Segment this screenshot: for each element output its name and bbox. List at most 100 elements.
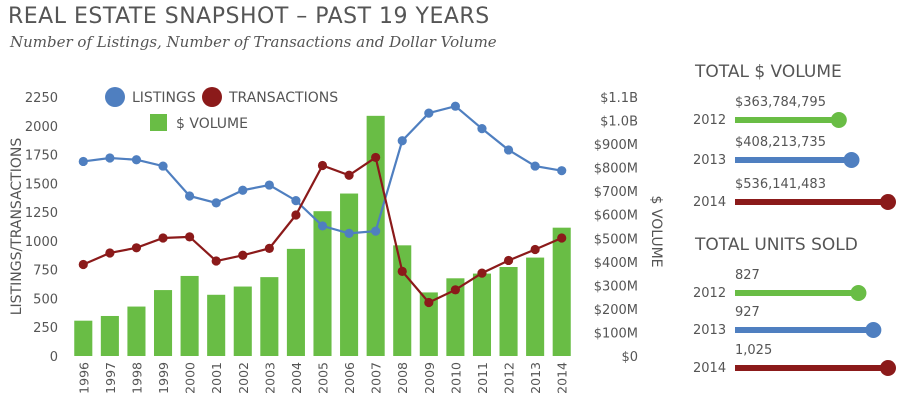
listings-point xyxy=(78,156,88,167)
left-tick-label: 1750 xyxy=(25,149,58,164)
transactions-point xyxy=(503,255,514,266)
left-tick-label: 250 xyxy=(33,321,58,336)
legend-volume-label: $ VOLUME xyxy=(176,116,248,132)
transactions-point xyxy=(78,259,88,270)
total-units-year-label: 2013 xyxy=(693,323,726,338)
transactions-point xyxy=(371,152,381,163)
total-units-title: TOTAL UNITS SOLD xyxy=(694,235,858,255)
right-tick-label: $500M xyxy=(594,232,638,247)
x-tick-label: 2006 xyxy=(342,362,357,394)
listings-point xyxy=(344,228,354,239)
listings-point xyxy=(397,136,407,146)
listings-point xyxy=(105,153,115,163)
transactions-point xyxy=(424,297,434,308)
legend-volume-marker xyxy=(150,114,167,131)
total-volume-bar-end xyxy=(880,194,896,210)
total-units-bar-end xyxy=(850,285,867,301)
right-tick-label: $800M xyxy=(594,162,638,177)
volume-bar xyxy=(393,245,412,356)
transactions-point xyxy=(131,243,142,253)
volume-bar xyxy=(552,227,571,356)
listings-point xyxy=(530,161,540,171)
volume-bar xyxy=(419,292,438,356)
total-volume-value-label: $408,213,735 xyxy=(735,135,826,150)
legend-transactions-label: TRANSACTIONS xyxy=(228,90,338,106)
total-volume-year-label: 2013 xyxy=(693,153,726,168)
x-tick-label: 2011 xyxy=(475,362,490,394)
left-tick-label: 1250 xyxy=(25,206,58,221)
x-tick-label: 2004 xyxy=(289,362,304,394)
volume-bar xyxy=(366,115,385,356)
volume-bar xyxy=(526,257,545,356)
right-tick-label: $700M xyxy=(594,185,638,200)
left-tick-label: 2000 xyxy=(25,120,58,135)
total-volume-bar xyxy=(735,157,852,163)
total-volume-bar xyxy=(735,117,839,123)
x-tick-label: 1999 xyxy=(156,362,171,394)
transactions-point xyxy=(557,233,567,243)
right-tick-label: $300M xyxy=(594,279,638,294)
total-units-value-label: 1,025 xyxy=(735,343,772,358)
x-tick-label: 2010 xyxy=(448,362,463,394)
x-tick-label: 2005 xyxy=(316,362,331,394)
x-tick-label: 2007 xyxy=(369,362,384,394)
right-tick-label: $1.0B xyxy=(600,115,638,130)
volume-bar xyxy=(313,211,332,356)
total-units-bar-end xyxy=(865,322,882,338)
listings-point xyxy=(557,166,567,176)
transactions-point xyxy=(291,210,301,220)
right-axis-title: $ VOLUME xyxy=(648,196,664,268)
x-tick-label: 1996 xyxy=(76,362,91,394)
volume-bar xyxy=(446,278,465,356)
transactions-point xyxy=(317,160,328,171)
right-tick-label: $600M xyxy=(594,209,638,224)
legend-listings-label: LISTINGS xyxy=(132,90,196,106)
total-units-year-label: 2012 xyxy=(693,286,726,301)
volume-bar xyxy=(472,273,492,356)
listings-point xyxy=(158,161,168,171)
right-tick-label: $0 xyxy=(621,350,638,365)
listings-point xyxy=(264,180,274,190)
total-volume-bar-end xyxy=(843,152,860,168)
listings-point xyxy=(477,124,487,134)
volume-bar xyxy=(100,315,119,356)
listings-point xyxy=(450,101,460,111)
x-tick-label: 2001 xyxy=(209,362,224,394)
transactions-point xyxy=(238,250,248,260)
left-tick-label: 2250 xyxy=(25,91,58,106)
left-tick-label: 0 xyxy=(50,350,58,365)
x-tick-label: 2008 xyxy=(395,362,410,394)
volume-bar xyxy=(233,286,252,356)
volume-bar xyxy=(207,294,226,356)
listings-point xyxy=(317,221,328,231)
x-tick-label: 2013 xyxy=(528,362,543,394)
volume-bar xyxy=(499,266,518,356)
transactions-point xyxy=(344,170,354,180)
listings-point xyxy=(291,196,301,206)
x-tick-label: 2012 xyxy=(502,362,517,394)
legend-transactions-marker xyxy=(202,87,222,107)
total-units-bar xyxy=(735,290,859,296)
total-units-bar-end xyxy=(880,360,896,376)
transactions-point xyxy=(158,233,168,243)
volume-bar xyxy=(286,248,305,356)
total-volume-title: TOTAL $ VOLUME xyxy=(694,62,842,82)
listings-point xyxy=(238,185,248,195)
legend-listings-marker xyxy=(105,87,125,107)
right-tick-label: $400M xyxy=(594,256,638,271)
transactions-point xyxy=(264,243,274,253)
right-tick-label: $1.1B xyxy=(600,91,638,106)
left-tick-label: 1500 xyxy=(25,177,58,192)
total-volume-value-label: $536,141,483 xyxy=(735,177,826,192)
x-tick-label: 2002 xyxy=(236,362,251,394)
listings-point xyxy=(211,198,221,208)
transactions-point xyxy=(397,266,407,276)
left-tick-label: 1000 xyxy=(25,235,58,250)
volume-bar xyxy=(127,306,146,356)
right-tick-label: $900M xyxy=(594,138,638,153)
volume-bar xyxy=(180,275,199,356)
transactions-point xyxy=(530,244,540,255)
listings-point xyxy=(185,191,195,201)
listings-point xyxy=(503,145,514,155)
x-tick-label: 2009 xyxy=(422,362,437,394)
